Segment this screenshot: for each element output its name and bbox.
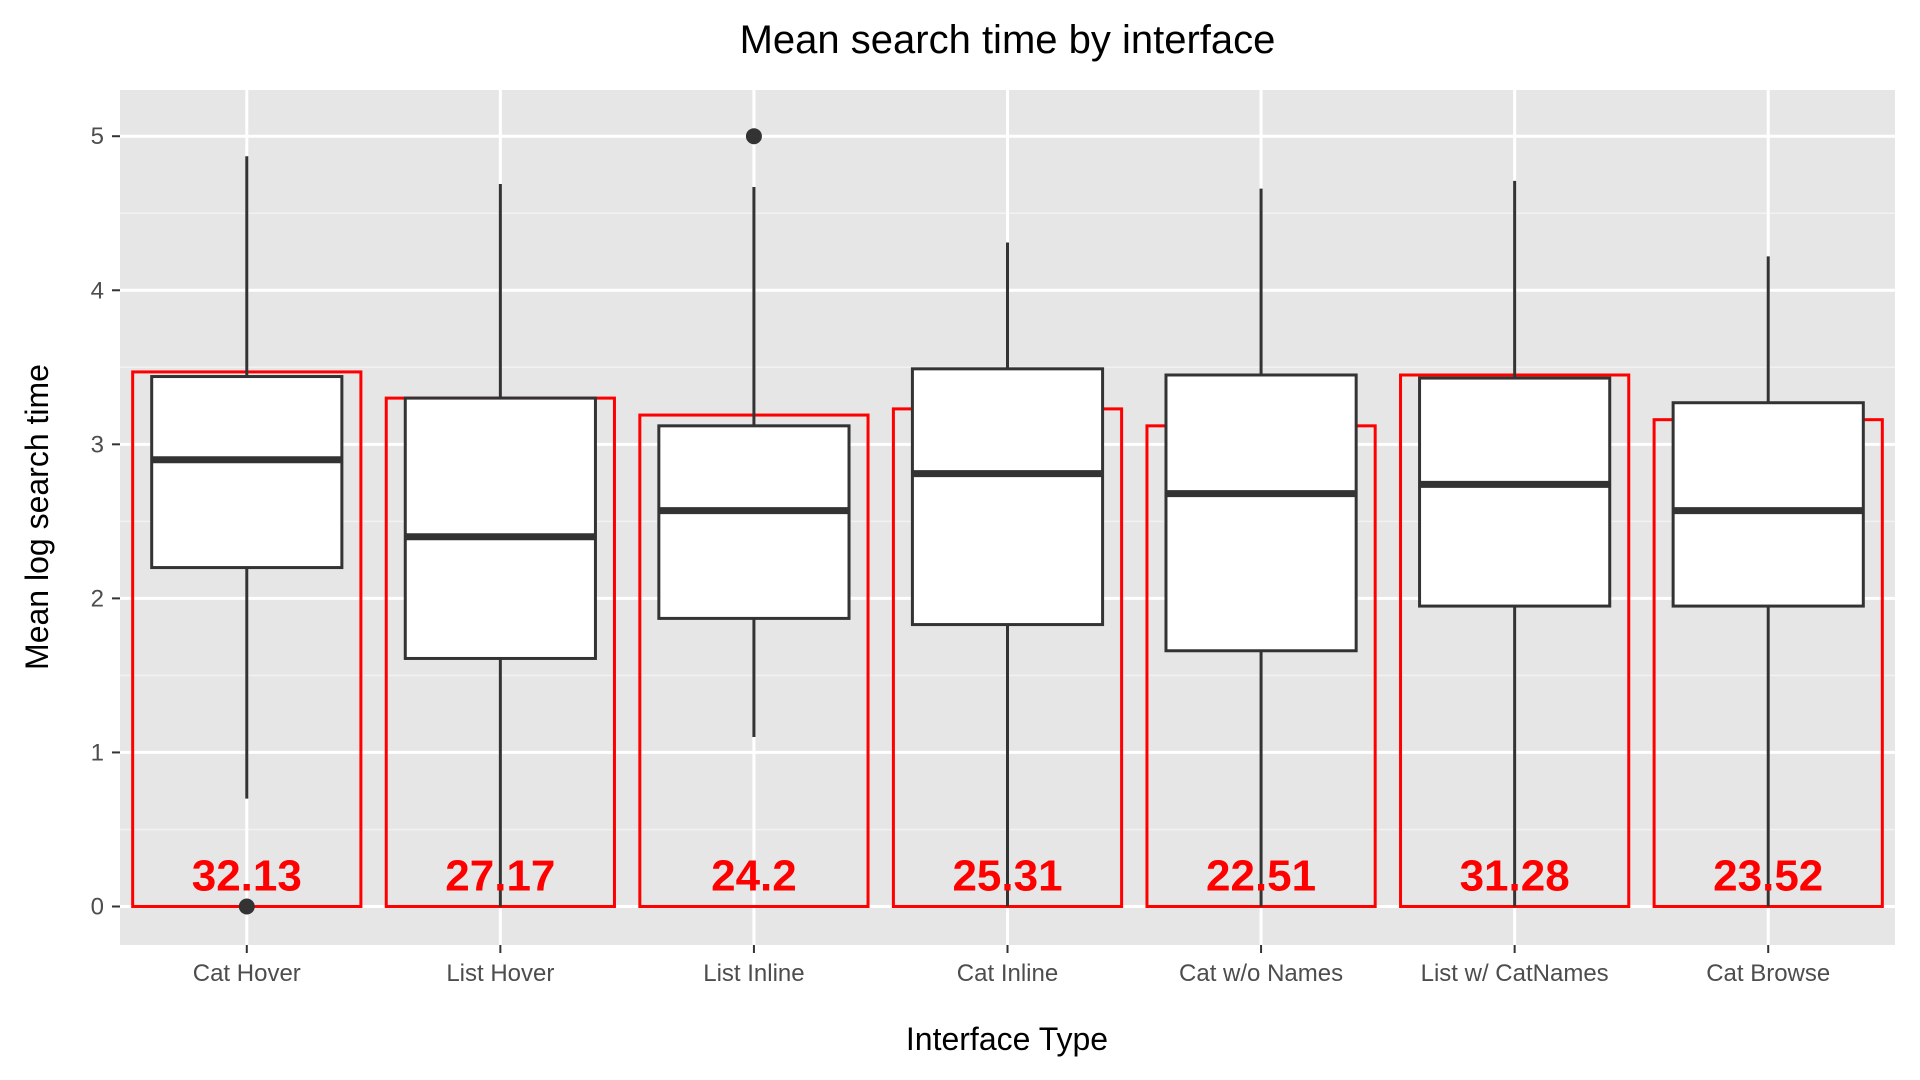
value-label: 25.31 — [952, 851, 1062, 900]
y-tick-label: 1 — [91, 739, 104, 766]
axes: 0 1 2 3 4 5 Cat Hover List Hover List Inline Cat … — [91, 123, 1831, 987]
x-tick-label: List w/ CatNames — [1421, 960, 1609, 987]
x-axis-title: Interface Type — [906, 1021, 1108, 1057]
y-axis-title: Mean log search time — [19, 364, 55, 670]
value-label: 23.52 — [1713, 851, 1823, 900]
y-tick-label: 3 — [91, 431, 104, 458]
outlier-point — [745, 128, 762, 145]
value-label: 24.2 — [711, 851, 797, 900]
iqr-box — [1164, 373, 1358, 653]
outlier-point — [238, 898, 255, 915]
iqr-box — [910, 367, 1105, 627]
value-label: 22.51 — [1206, 851, 1316, 900]
chart-title: Mean search time by interface — [739, 18, 1276, 62]
x-tick-label: Cat Hover — [193, 960, 301, 987]
x-tick-label: Cat Browse — [1706, 960, 1830, 987]
y-tick-label: 4 — [91, 277, 104, 304]
x-tick-label: List Hover — [446, 960, 554, 987]
y-tick-label: 2 — [91, 585, 104, 612]
x-tick-label: List Inline — [703, 960, 804, 987]
iqr-box — [403, 396, 597, 660]
x-tick-label: Cat Inline — [957, 960, 1058, 987]
iqr-box — [1671, 401, 1865, 608]
iqr-box — [150, 375, 344, 570]
iqr-box — [1418, 376, 1612, 608]
value-labels: 32.13 27.17 24.2 25.31 22.51 31.28 23.52 — [192, 851, 1824, 900]
iqr-box — [657, 424, 851, 620]
y-tick-label: 5 — [91, 123, 104, 150]
value-label: 31.28 — [1460, 851, 1570, 900]
y-tick-label: 0 — [91, 893, 104, 920]
x-tick-label: Cat w/o Names — [1179, 960, 1343, 987]
value-label: 27.17 — [445, 851, 555, 900]
value-label: 32.13 — [192, 851, 302, 900]
boxes — [150, 128, 1865, 915]
